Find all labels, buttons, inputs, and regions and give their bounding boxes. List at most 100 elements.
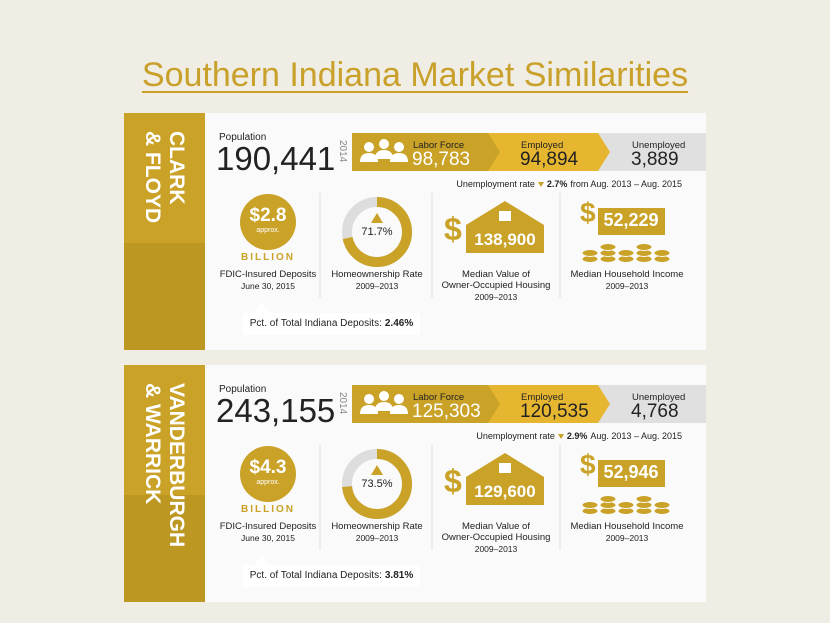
income-period: 2009–2013 [605,281,649,291]
people-icon [394,394,404,404]
house-window [499,463,511,473]
labor-force-label: Labor Force [413,140,465,151]
region-line: & FLOYD [141,131,164,224]
panel-graphics [124,365,706,602]
page-title: Southern Indiana Market Similarities [141,56,689,94]
deposits-unit: BILLION [241,252,295,263]
house-window [499,211,511,221]
homeownership-title: Homeownership Rate [331,521,423,532]
people-icon [360,153,378,162]
home-value-title: Owner-Occupied Housing [441,280,551,291]
income-title: Median Household Income [570,269,684,280]
unemployed-label: Unemployed [632,392,686,403]
home-value-title: Median Value of [462,269,530,280]
unemployment-rate-label: Unemployment rate [476,431,555,441]
unemployed-value: 4,768 [631,401,679,422]
sidebar-shade [124,243,205,350]
deposits-label: FDIC-Insured Deposits [219,521,317,532]
people-icon [379,391,389,401]
people-icon [375,150,393,159]
sidebar-shade [124,495,205,602]
labor-force-label: Labor Force [413,392,465,403]
income-symbol: $ [580,449,596,480]
homeownership-label: 71.7% [361,226,393,238]
deposits-circle [240,446,296,502]
homeownership-period: 2009–2013 [355,533,399,543]
coin-icon [599,495,617,503]
deposits-date: June 30, 2015 [241,533,295,543]
callout-box [243,565,420,587]
home-value-title: Owner-Occupied Housing [441,532,551,543]
market-panel: VANDERBURGH & WARRICK Population 243,155 201… [124,365,706,602]
down-arrow [557,433,564,439]
unemployed-value: 3,889 [631,149,679,170]
unemployment-rate-period: from Aug. 2013 – Aug. 2015 [570,179,682,189]
unemployment-rate-change: 2.9% [566,431,588,441]
deposits-label: FDIC-Insured Deposits [219,269,317,280]
employed-label: Employed [521,392,564,403]
income-period: 2009–2013 [605,533,649,543]
deposits-share-value: 3.81% [384,570,414,581]
home-value-amount: 129,600 [474,482,536,501]
income-title: Median Household Income [570,521,684,532]
deposits-circle [240,194,296,250]
home-value-title: Median Value of [462,521,530,532]
unemployment-rate: Unemployment rate 2.7% from Aug. 2013 – Au… [456,179,682,189]
unemployed-bar [598,133,706,171]
population-year: 2014 [337,140,348,163]
coin-icon [617,501,635,509]
unemployment-rate: Unemployment rate 2.9% Aug. 2013 – Aug. 20… [476,431,682,441]
coin-icon [581,249,599,257]
donut-arc [342,197,412,267]
deposits-note: approx. [256,227,280,234]
deposits-share-label: Pct. of Total Indiana Deposits: [249,318,382,329]
coin-icon [617,249,635,257]
region-name: VANDERBURGH & WARRICK [140,383,188,547]
labor-force-bar [352,385,500,423]
deposits-date: June 30, 2015 [241,281,295,291]
coin-icon [581,501,599,509]
callout-pointer [254,303,270,313]
donut-triangle [371,465,383,475]
callout-box [243,313,420,335]
people-icon [360,405,378,414]
unemployed-label: Unemployed [632,140,686,151]
coin-icon [599,243,617,251]
deposits-amount: $4.3 [249,457,287,478]
home-value-period: 2009–2013 [474,544,518,554]
people-icon [364,142,374,152]
home-value-symbol: $ [444,463,462,499]
region-line: CLARK [165,131,188,205]
home-value-symbol: $ [444,211,462,247]
panel-graphics [124,113,706,350]
region-name: CLARK & FLOYD [140,131,188,223]
employed-bar [488,385,610,423]
population-value: 243,155 [216,392,336,429]
population-year: 2014 [337,392,348,415]
coin-icon [635,243,653,251]
coin-icon [653,249,671,257]
people-icon [375,402,393,411]
income-amount: 52,229 [603,210,659,230]
people-icon [390,405,408,414]
income-box [598,460,665,487]
coin-icon [653,501,671,509]
homeownership-title: Homeownership Rate [331,269,423,280]
people-icon [379,139,389,149]
labor-force-value: 125,303 [412,401,481,422]
donut-triangle [371,213,383,223]
callout-pointer [254,555,270,565]
house-icon [466,201,544,253]
employed-value: 120,535 [520,401,589,422]
deposits-amount: $2.8 [249,205,287,226]
employed-value: 94,894 [520,149,579,170]
deposits-share-value: 2.46% [384,318,414,329]
home-value-period: 2009–2013 [474,292,518,302]
deposits-share: Pct. of Total Indiana Deposits: 2.46% [243,318,420,329]
population-label: Population [219,384,267,395]
people-icon [364,394,374,404]
people-icon [390,153,408,162]
population-value: 190,441 [216,140,336,177]
population-label: Population [219,132,267,143]
